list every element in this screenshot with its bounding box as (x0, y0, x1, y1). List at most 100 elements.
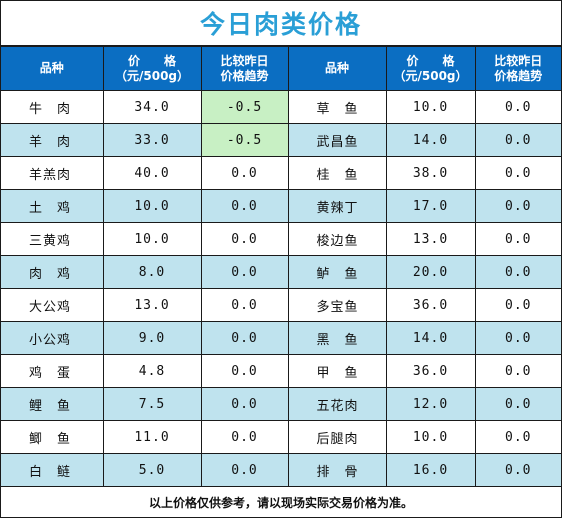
item-price: 10.0 (102, 222, 202, 256)
table-row: 鲫 鱼 11.0 0.0 后腿肉 10.0 0.0 (1, 420, 561, 454)
header-price-unit: （元/500g） (393, 68, 468, 83)
item-trend: 0.0 (474, 288, 561, 322)
header-trend-label-2: 价格趋势 (220, 68, 269, 83)
item-trend: 0.0 (200, 420, 289, 454)
item-name: 梭边鱼 (287, 222, 387, 256)
table-row: 土 鸡 10.0 0.0 黄辣丁 17.0 0.0 (1, 189, 561, 223)
table-row: 三黄鸡 10.0 0.0 梭边鱼 13.0 0.0 (1, 222, 561, 256)
item-price: 33.0 (102, 123, 202, 157)
item-price: 4.8 (102, 354, 202, 388)
item-trend: 0.0 (200, 255, 289, 289)
item-name: 武昌鱼 (287, 123, 387, 157)
item-name: 甲 鱼 (287, 354, 387, 388)
item-trend: 0.0 (474, 321, 561, 355)
item-trend: 0.0 (474, 189, 561, 223)
item-name: 黄辣丁 (287, 189, 387, 223)
item-trend: 0.0 (200, 354, 289, 388)
item-price: 9.0 (102, 321, 202, 355)
table-row: 鸡 蛋 4.8 0.0 甲 鱼 36.0 0.0 (1, 354, 561, 388)
item-name: 排 骨 (287, 453, 387, 487)
table-header-row: 品种 价 格 （元/500g） 比较昨日 价格趋势 品种 价 格 （元/500g… (1, 46, 561, 91)
item-trend: 0.0 (474, 123, 561, 157)
page-title: 今日肉类价格 (199, 10, 362, 39)
item-price: 38.0 (385, 156, 476, 190)
header-price-label: 价 格 (127, 53, 176, 68)
item-name: 大公鸡 (1, 288, 104, 322)
price-table-body: 牛 肉 34.0 -0.5 草 鱼 10.0 0.0 羊 肉 33.0 -0.5… (1, 90, 561, 487)
item-price: 36.0 (385, 354, 476, 388)
item-price: 20.0 (385, 255, 476, 289)
item-trend: -0.5 (200, 90, 289, 124)
item-name: 后腿肉 (287, 420, 387, 454)
item-name: 羊 肉 (1, 123, 104, 157)
table-row: 牛 肉 34.0 -0.5 草 鱼 10.0 0.0 (1, 90, 561, 124)
item-trend: 0.0 (200, 222, 289, 256)
table-row: 白 鲢 5.0 0.0 排 骨 16.0 0.0 (1, 453, 561, 487)
item-trend: 0.0 (200, 288, 289, 322)
item-price: 14.0 (385, 123, 476, 157)
header-trend-label-2: 价格趋势 (494, 68, 543, 83)
header-price-left: 价 格 （元/500g） (102, 46, 202, 91)
item-trend: 0.0 (474, 255, 561, 289)
item-name: 鲫 鱼 (1, 420, 104, 454)
item-name: 牛 肉 (1, 90, 104, 124)
item-name: 鲤 鱼 (1, 387, 104, 421)
item-price: 34.0 (102, 90, 202, 124)
item-name: 肉 鸡 (1, 255, 104, 289)
item-price: 36.0 (385, 288, 476, 322)
item-trend: 0.0 (474, 354, 561, 388)
item-price: 14.0 (385, 321, 476, 355)
header-price-label: 价 格 (406, 53, 455, 68)
table-row: 羊羔肉 40.0 0.0 桂 鱼 38.0 0.0 (1, 156, 561, 190)
price-table: 品种 价 格 （元/500g） 比较昨日 价格趋势 品种 价 格 （元/500g… (1, 46, 561, 487)
item-price: 10.0 (102, 189, 202, 223)
item-name: 白 鲢 (1, 453, 104, 487)
item-trend: 0.0 (474, 222, 561, 256)
item-name: 羊羔肉 (1, 156, 104, 190)
item-price: 17.0 (385, 189, 476, 223)
item-price: 10.0 (385, 420, 476, 454)
item-price: 7.5 (102, 387, 202, 421)
item-price: 5.0 (102, 453, 202, 487)
item-trend: -0.5 (200, 123, 289, 157)
item-trend: 0.0 (200, 321, 289, 355)
item-trend: 0.0 (200, 453, 289, 487)
item-price: 8.0 (102, 255, 202, 289)
item-price: 13.0 (102, 288, 202, 322)
item-trend: 0.0 (200, 156, 289, 190)
item-trend: 0.0 (200, 387, 289, 421)
header-trend-left: 比较昨日 价格趋势 (200, 46, 289, 91)
item-name: 小公鸡 (1, 321, 104, 355)
item-price: 40.0 (102, 156, 202, 190)
item-name: 桂 鱼 (287, 156, 387, 190)
header-name-right: 品种 (287, 46, 387, 91)
item-name: 黑 鱼 (287, 321, 387, 355)
item-name: 草 鱼 (287, 90, 387, 124)
table-row: 小公鸡 9.0 0.0 黑 鱼 14.0 0.0 (1, 321, 561, 355)
item-name: 五花肉 (287, 387, 387, 421)
header-trend-label-1: 比较昨日 (494, 53, 543, 68)
item-name: 土 鸡 (1, 189, 104, 223)
header-trend-right: 比较昨日 价格趋势 (474, 46, 561, 91)
item-name: 鸡 蛋 (1, 354, 104, 388)
item-trend: 0.0 (474, 387, 561, 421)
item-trend: 0.0 (474, 156, 561, 190)
table-row: 鲤 鱼 7.5 0.0 五花肉 12.0 0.0 (1, 387, 561, 421)
item-trend: 0.0 (474, 90, 561, 124)
item-trend: 0.0 (474, 420, 561, 454)
item-name: 三黄鸡 (1, 222, 104, 256)
item-trend: 0.0 (200, 189, 289, 223)
disclaimer-footer: 以上价格仅供参考，请以现场实际交易价格为准。 (1, 487, 561, 517)
item-price: 11.0 (102, 420, 202, 454)
table-row: 大公鸡 13.0 0.0 多宝鱼 36.0 0.0 (1, 288, 561, 322)
header-name-left: 品种 (1, 46, 104, 91)
table-row: 羊 肉 33.0 -0.5 武昌鱼 14.0 0.0 (1, 123, 561, 157)
header-price-unit: （元/500g） (114, 68, 190, 83)
item-name: 多宝鱼 (287, 288, 387, 322)
header-price-right: 价 格 （元/500g） (385, 46, 476, 91)
item-price: 12.0 (385, 387, 476, 421)
item-trend: 0.0 (474, 453, 561, 487)
item-price: 16.0 (385, 453, 476, 487)
item-name: 鲈 鱼 (287, 255, 387, 289)
